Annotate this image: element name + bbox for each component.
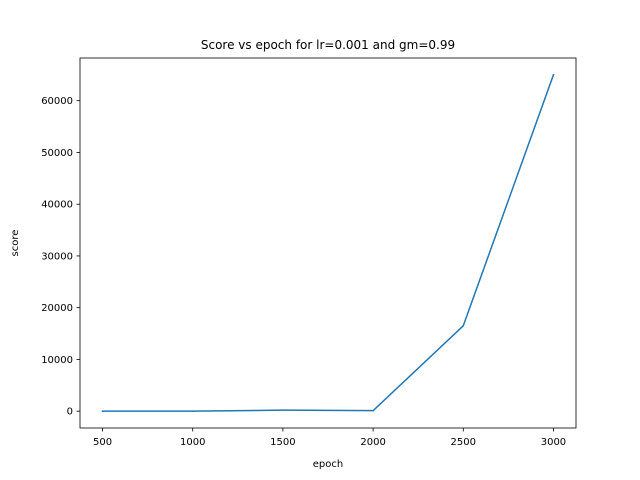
data-point (101, 410, 104, 412)
y-tick-label: 10000 (41, 355, 73, 366)
data-point (552, 74, 555, 76)
x-tick-label: 2500 (451, 437, 476, 448)
x-tick-label: 500 (93, 437, 112, 448)
y-tick-label: 40000 (41, 200, 73, 211)
series-layer (101, 73, 555, 412)
y-axis-label: score (10, 230, 21, 257)
y-tick-label: 20000 (41, 303, 73, 314)
y-tick-label: 0 (67, 407, 73, 418)
y-tick-label: 60000 (41, 96, 73, 107)
y-tick-label: 50000 (41, 148, 73, 159)
x-tick-label: 2000 (360, 437, 385, 448)
data-point (372, 409, 374, 412)
y-axis-ticks: 0 10000 20000 30000 40000 50000 60000 (41, 96, 80, 418)
plot-area-background (80, 58, 576, 428)
plot-frame (79, 57, 577, 429)
data-point (282, 409, 284, 411)
x-axis-ticks: 500 1000 1500 2000 2500 3000 (93, 428, 566, 448)
data-point (462, 325, 465, 327)
score-line (101, 73, 555, 412)
x-tick-label: 1000 (180, 437, 205, 448)
x-tick-label: 1500 (270, 437, 295, 448)
x-axis-label: epoch (313, 459, 343, 470)
chart-title: Score vs epoch for lr=0.001 and gm=0.99 (201, 38, 455, 52)
x-tick-label: 3000 (541, 437, 566, 448)
y-tick-label: 30000 (41, 251, 73, 262)
data-point (191, 410, 194, 412)
